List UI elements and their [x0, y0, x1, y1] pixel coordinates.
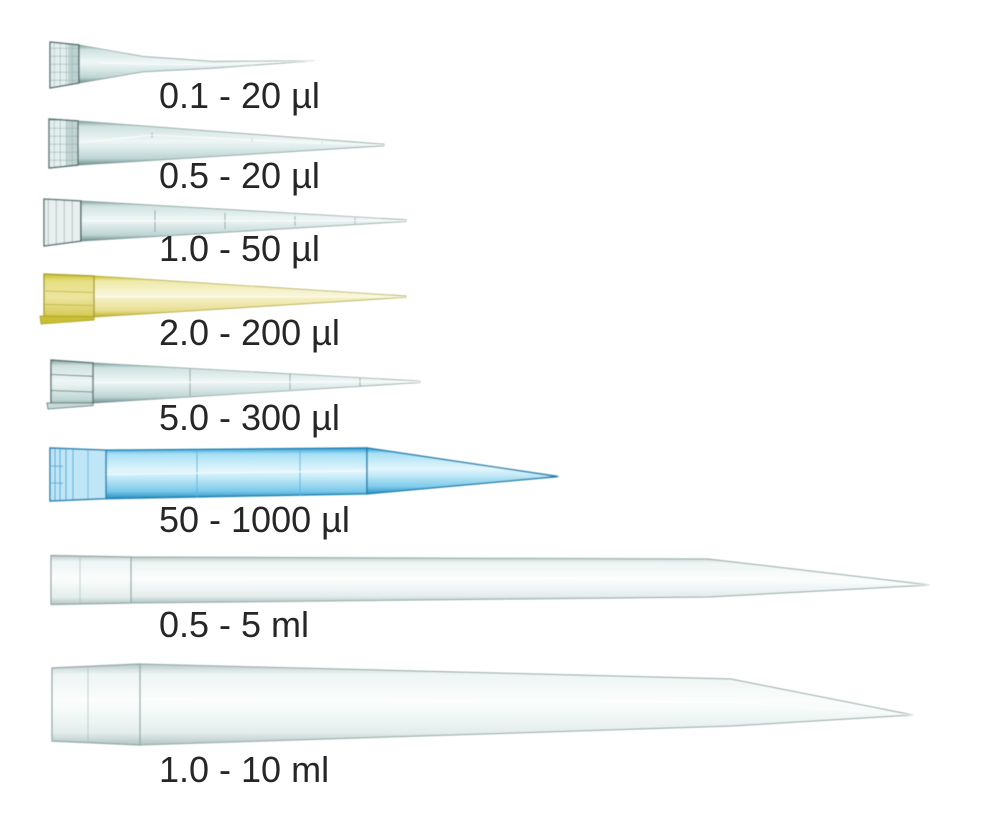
svg-text:50 - 1000 µl: 50 - 1000 µl: [159, 499, 350, 540]
svg-text:0.5 - 5 ml: 0.5 - 5 ml: [159, 604, 309, 645]
svg-text:1.0 - 10 ml: 1.0 - 10 ml: [159, 749, 329, 790]
svg-text:0.1 - 20 µl: 0.1 - 20 µl: [159, 75, 320, 116]
svg-text:1.0 - 50 µl: 1.0 - 50 µl: [159, 228, 320, 269]
svg-text:5.0 - 300 µl: 5.0 - 300 µl: [159, 397, 340, 438]
svg-text:0.5 - 20 µl: 0.5 - 20 µl: [159, 155, 320, 196]
svg-text:2.0 - 200 µl: 2.0 - 200 µl: [159, 312, 340, 353]
